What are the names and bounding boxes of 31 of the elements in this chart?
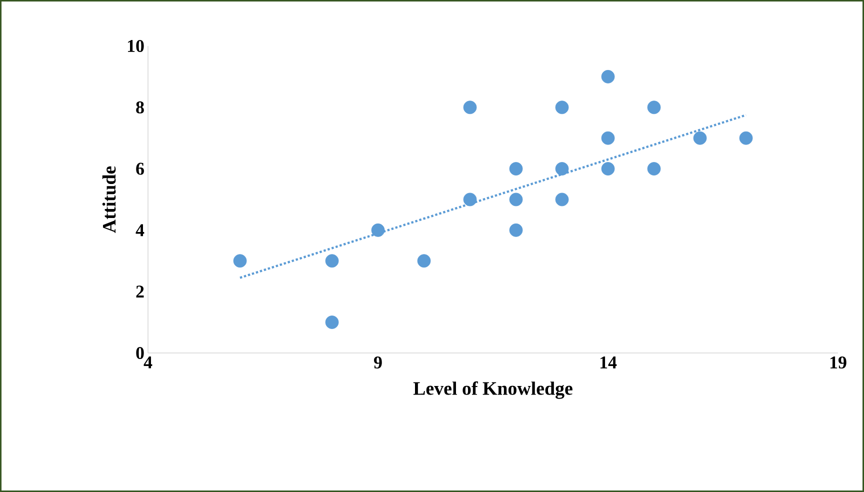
x-axis-title: Level of Knowledge <box>413 381 572 399</box>
point <box>693 131 707 145</box>
point <box>601 131 615 145</box>
point <box>601 162 615 176</box>
point <box>601 70 615 84</box>
point <box>509 192 523 206</box>
y-tick-label: 8 <box>136 101 144 114</box>
point <box>647 162 661 176</box>
point <box>325 254 339 268</box>
point <box>371 223 385 237</box>
point <box>509 223 523 237</box>
y-tick-label: 0 <box>136 346 144 360</box>
x-tick-label: 19 <box>830 356 846 369</box>
point <box>647 100 661 114</box>
y-tick-label: 2 <box>136 286 144 298</box>
x-tick-label: 9 <box>374 356 382 369</box>
point <box>509 162 523 176</box>
point <box>233 254 247 268</box>
y-tick-label: 6 <box>136 162 144 175</box>
point <box>417 254 431 268</box>
y-axis-title: Attitude <box>102 166 116 233</box>
point <box>463 192 477 206</box>
y-tick-label: 4 <box>136 224 144 236</box>
point <box>325 316 339 329</box>
point <box>739 131 753 145</box>
x-tick-label: 14 <box>600 356 617 368</box>
y-tick-label: 10 <box>128 40 144 52</box>
point <box>555 100 569 114</box>
point <box>555 192 569 206</box>
point <box>463 100 477 114</box>
point <box>555 162 569 176</box>
